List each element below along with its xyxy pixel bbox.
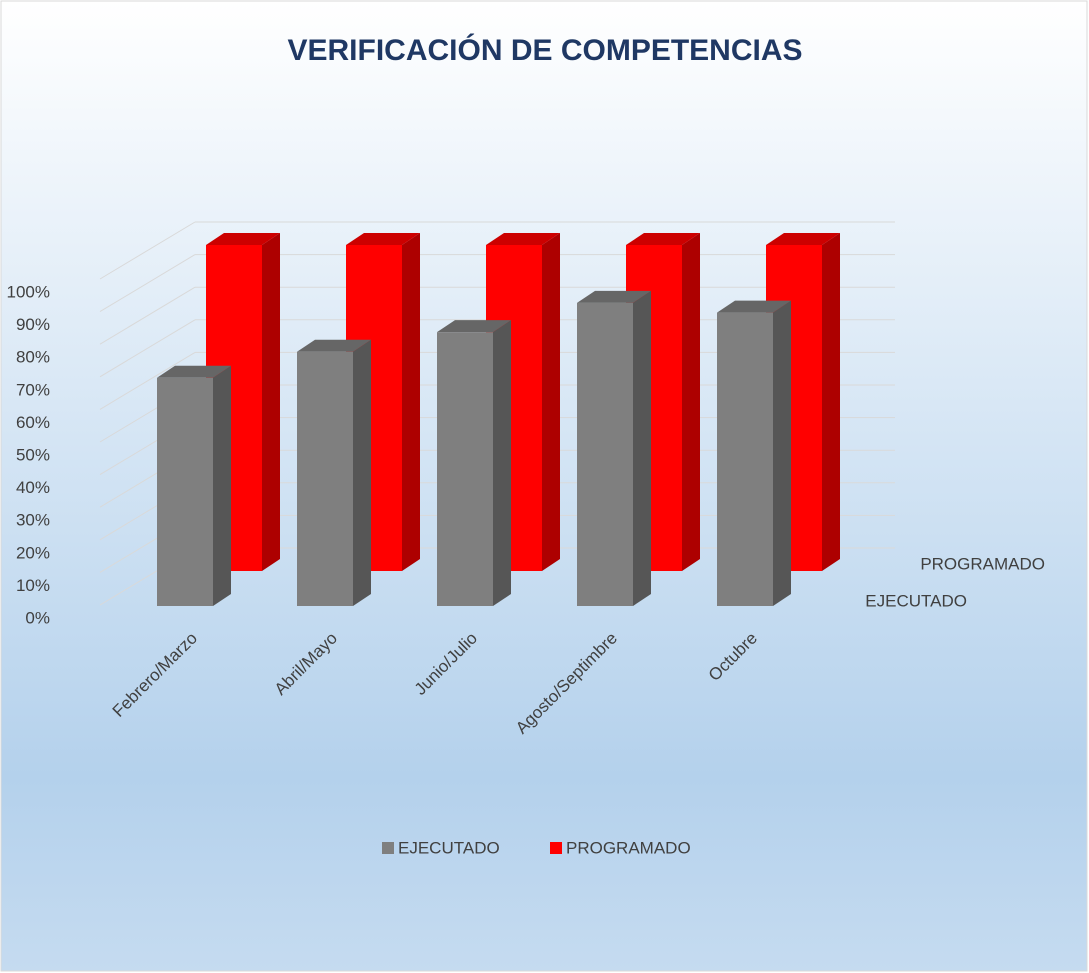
y-tick-label: 30% — [16, 511, 50, 530]
bar-top — [437, 320, 511, 333]
legend-swatch — [382, 842, 394, 854]
bar-side — [353, 339, 371, 606]
bar — [157, 377, 213, 606]
y-tick-label: 50% — [16, 445, 50, 464]
bar — [297, 351, 353, 606]
y-tick-label: 10% — [16, 576, 50, 595]
grid-line — [99, 319, 196, 378]
bar-top — [766, 233, 840, 245]
bar-top — [206, 233, 280, 245]
bar-top — [486, 233, 560, 245]
bar-side — [822, 233, 840, 571]
bar — [717, 312, 773, 606]
bar-top — [297, 339, 371, 352]
y-tick-label: 70% — [16, 380, 50, 399]
bar-side — [402, 233, 420, 571]
bar-side — [493, 320, 511, 606]
y-tick-label: 80% — [16, 348, 50, 367]
bar — [437, 332, 493, 606]
bar-side — [213, 365, 231, 606]
legend-label: PROGRAMADO — [566, 838, 691, 857]
bar-side — [773, 300, 791, 606]
grid-line — [99, 221, 196, 280]
bar-top — [577, 290, 651, 303]
chart-title: VERIFICACIÓN DE COMPETENCIAS — [287, 33, 802, 67]
bar-top — [626, 233, 700, 245]
depth-label: PROGRAMADO — [920, 554, 1045, 573]
bar — [577, 302, 633, 606]
y-tick-label: 60% — [16, 413, 50, 432]
bar-side — [542, 233, 560, 571]
grid-line — [99, 351, 196, 410]
bar-side — [682, 233, 700, 571]
y-tick-label: 40% — [16, 478, 50, 497]
depth-label: EJECUTADO — [865, 591, 967, 610]
bar-top — [346, 233, 420, 245]
legend-swatch — [550, 842, 562, 854]
legend-label: EJECUTADO — [398, 838, 500, 857]
bar-side — [262, 233, 280, 571]
y-tick-label: 20% — [16, 543, 50, 562]
y-tick-label: 90% — [16, 315, 50, 334]
grid-line — [99, 286, 196, 345]
bar-top — [717, 300, 791, 313]
bar-side — [633, 290, 651, 606]
y-tick-label: 0% — [25, 608, 50, 627]
y-tick-label: 100% — [7, 282, 50, 301]
bar-top — [157, 365, 231, 378]
grid-line — [99, 254, 196, 313]
